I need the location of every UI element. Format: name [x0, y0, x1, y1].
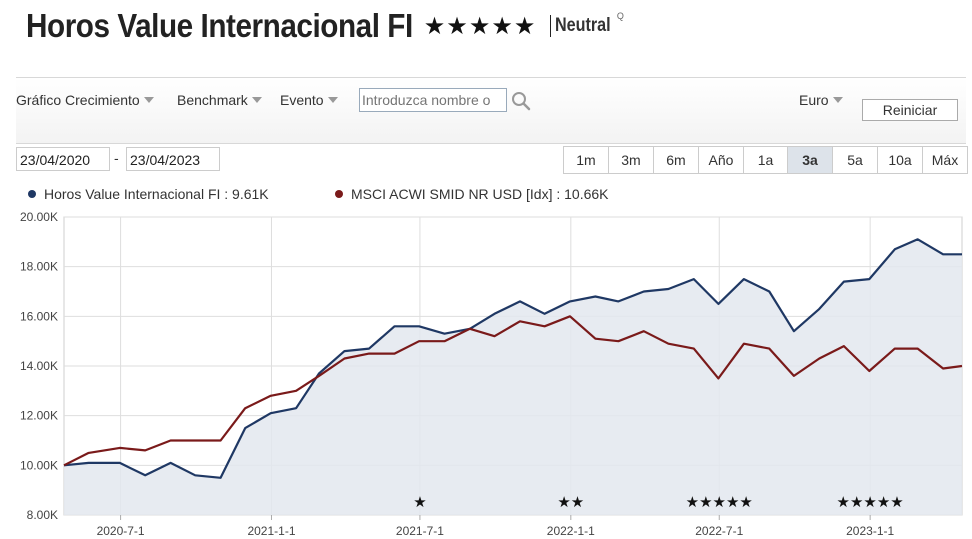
x-tick-label: 2022-1-1 [547, 524, 595, 538]
event-menu[interactable]: Evento [280, 92, 338, 108]
series-line [63, 238, 962, 479]
period-selector: 1m 3m 6m Año 1a 3a 5a 10a Máx [563, 146, 968, 174]
chevron-down-icon [143, 97, 154, 103]
star-rating: ★★★★★ [423, 12, 537, 40]
y-tick-label: 14.00K [20, 359, 58, 373]
analyst-rating-badge[interactable]: Neutral [555, 15, 612, 36]
rating-markers: ★ ★★ ★★★★★ ★★★★★ [413, 493, 904, 511]
period-button-6m[interactable]: 6m [653, 147, 698, 173]
rating-divider [550, 15, 552, 37]
end-date-input[interactable]: 23/04/2023 [126, 147, 220, 171]
rating-mark: Q [616, 11, 624, 21]
chart-toolbar: Gráfico Crecimiento Benchmark Evento Eur… [16, 77, 966, 144]
x-tick-label: 2023-1-1 [846, 524, 894, 538]
y-tick-label: 16.00K [20, 309, 58, 323]
period-button-3y[interactable]: 3a [787, 147, 832, 173]
y-tick-label: 10.00K [20, 458, 58, 472]
y-tick-label: 20.00K [20, 210, 58, 224]
legend-item-benchmark[interactable]: MSCI ACWI SMID NR USD [Idx] : 10.66K [335, 186, 609, 202]
chart-series [63, 238, 963, 479]
benchmark-label: Benchmark [177, 92, 248, 108]
series-area-fill [64, 239, 962, 516]
x-tick-label: 2021-1-1 [247, 524, 295, 538]
chevron-down-icon [832, 97, 843, 103]
search-input[interactable] [359, 88, 507, 112]
legend-label: Horos Value Internacional FI : 9.61K [44, 186, 269, 202]
search-icon[interactable] [510, 90, 532, 112]
series-line [63, 315, 963, 467]
x-tick-label: 2020-7-1 [97, 524, 145, 538]
growth-chart: ★ ★★ ★★★★★ ★★★★★ 8.00K10.00K12.00K14.00K16.… [20, 210, 963, 538]
chart-area [64, 239, 962, 516]
period-button-5y[interactable]: 5a [832, 147, 877, 173]
y-tick-label: 12.00K [20, 409, 58, 423]
period-button-10y[interactable]: 10a [877, 147, 922, 173]
period-button-1m[interactable]: 1m [564, 147, 608, 173]
benchmark-menu[interactable]: Benchmark [177, 92, 262, 108]
x-tick-label: 2021-7-1 [396, 524, 444, 538]
fund-title: Horos Value Internacional FI [26, 7, 413, 44]
period-button-ytd[interactable]: Año [698, 147, 743, 173]
chevron-down-icon [327, 97, 338, 103]
chevron-down-icon [251, 97, 262, 103]
fund-header: Horos Value Internacional FI ★★★★★ Neutr… [26, 4, 624, 48]
date-range-separator: - [114, 150, 119, 166]
y-tick-label: 8.00K [27, 508, 58, 522]
event-label: Evento [280, 92, 324, 108]
legend-marker [28, 190, 36, 198]
y-tick-label: 18.00K [20, 260, 58, 274]
rating-star-marker: ★ [413, 493, 426, 511]
growth-chart-menu[interactable]: Gráfico Crecimiento [16, 92, 154, 108]
legend-marker [335, 190, 343, 198]
growth-chart-label: Gráfico Crecimiento [16, 92, 140, 108]
currency-label: Euro [799, 92, 829, 108]
rating-star-marker: ★★★★★ [837, 493, 904, 511]
legend-item-fund[interactable]: Horos Value Internacional FI : 9.61K [28, 186, 269, 202]
period-button-1y[interactable]: 1a [743, 147, 787, 173]
start-date-input[interactable]: 23/04/2020 [16, 147, 110, 171]
rating-star-marker: ★★ [557, 493, 584, 511]
x-tick-label: 2022-7-1 [695, 524, 743, 538]
currency-select[interactable]: Euro [799, 92, 843, 108]
rating-star-marker: ★★★★★ [686, 493, 753, 511]
reset-button[interactable]: Reiniciar [862, 99, 958, 121]
chart-axes: 8.00K 10.00K 12.00K 14.00K 16.00K 18.00K 20.00… [20, 210, 895, 538]
period-button-max[interactable]: Máx [922, 147, 967, 173]
period-button-3m[interactable]: 3m [608, 147, 653, 173]
legend-label: MSCI ACWI SMID NR USD [Idx] : 10.66K [351, 186, 609, 202]
